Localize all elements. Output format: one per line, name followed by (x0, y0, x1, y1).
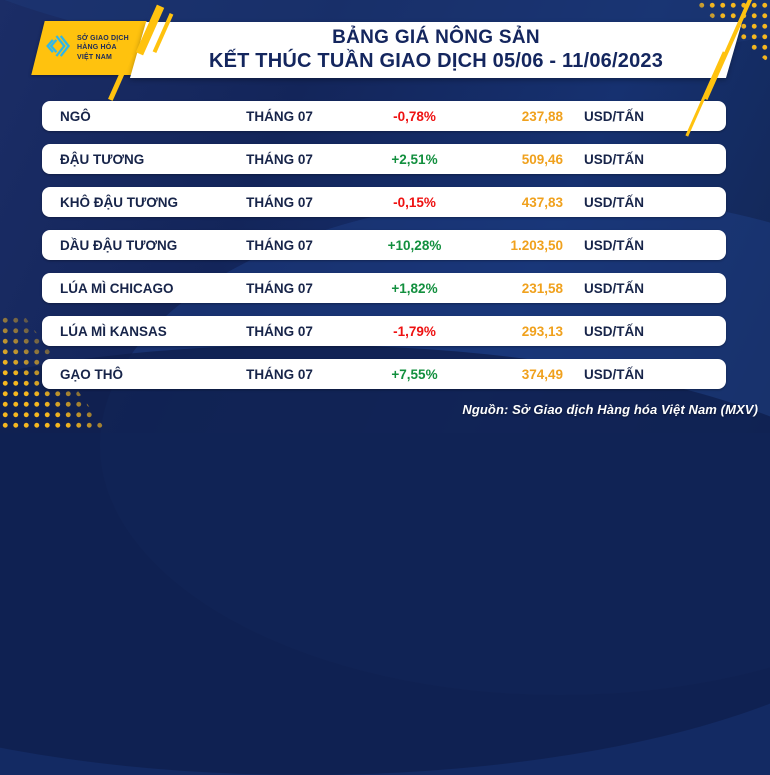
percent-change: +1,82% (391, 280, 438, 296)
logo-line-2: HÀNG HÓA (77, 44, 117, 52)
price-unit: USD/TẤN (584, 366, 644, 382)
percent-change: +2,51% (391, 151, 438, 167)
contract-month: THÁNG 07 (246, 280, 313, 296)
table-row: NGÔ THÁNG 07 -0,78% 237,88 USD/TẤN (42, 101, 726, 131)
percent-change: +10,28% (387, 237, 442, 253)
percent-change: -0,15% (393, 194, 436, 210)
percent-change: +7,55% (391, 366, 438, 382)
contract-month: THÁNG 07 (246, 237, 313, 253)
table-row: KHÔ ĐẬU TƯƠNG THÁNG 07 -0,15% 437,83 USD… (42, 187, 726, 217)
contract-month: THÁNG 07 (246, 366, 313, 382)
logo-line-1: SỞ GIAO DỊCH (77, 34, 129, 42)
mxv-logo-text: SỞ GIAO DỊCH HÀNG HÓA VIỆT NAM (77, 34, 129, 62)
percent-change: -0,78% (393, 108, 436, 124)
source-note: Nguồn: Sở Giao dịch Hàng hóa Việt Nam (M… (462, 402, 758, 417)
page-subtitle: KẾT THÚC TUẦN GIAO DỊCH 05/06 - 11/06/20… (208, 50, 664, 73)
table-row: DẦU ĐẬU TƯƠNG THÁNG 07 +10,28% 1.203,50 … (42, 230, 726, 260)
price-value: 437,83 (521, 194, 563, 210)
price-value: 231,58 (521, 280, 563, 296)
price-value: 293,13 (521, 323, 563, 339)
price-unit: USD/TẤN (584, 280, 644, 296)
price-unit: USD/TẤN (584, 194, 644, 210)
price-value: 1.203,50 (510, 237, 563, 253)
commodity-name: LÚA MÌ KANSAS (60, 323, 167, 339)
percent-change: -1,79% (393, 323, 436, 339)
commodity-name: GẠO THÔ (60, 366, 123, 382)
commodity-name: NGÔ (60, 108, 91, 124)
commodity-name: ĐẬU TƯƠNG (60, 151, 145, 167)
price-value: 509,46 (521, 151, 563, 167)
commodity-name: DẦU ĐẬU TƯƠNG (60, 237, 178, 253)
commodity-name: KHÔ ĐẬU TƯƠNG (60, 194, 178, 210)
commodity-name: LÚA MÌ CHICAGO (60, 280, 174, 296)
contract-month: THÁNG 07 (246, 323, 313, 339)
title-banner: BẢNG GIÁ NÔNG SẢN KẾT THÚC TUẦN GIAO DỊC… (129, 22, 743, 78)
table-row: GẠO THÔ THÁNG 07 +7,55% 374,49 USD/TẤN (42, 359, 726, 389)
mxv-logo: SỞ GIAO DỊCH HÀNG HÓA VIỆT NAM (31, 21, 147, 75)
price-table: NGÔ THÁNG 07 -0,78% 237,88 USD/TẤN ĐẬU T… (42, 101, 726, 402)
price-value: 374,49 (521, 366, 563, 382)
price-unit: USD/TẤN (584, 237, 644, 253)
price-unit: USD/TẤN (584, 151, 644, 167)
table-row: LÚA MÌ KANSAS THÁNG 07 -1,79% 293,13 USD… (42, 316, 726, 346)
price-unit: USD/TẤN (584, 108, 644, 124)
table-row: LÚA MÌ CHICAGO THÁNG 07 +1,82% 231,58 US… (42, 273, 726, 303)
logo-line-3: VIỆT NAM (77, 53, 113, 61)
mxv-chevrons-icon (45, 32, 73, 65)
contract-month: THÁNG 07 (246, 194, 313, 210)
price-unit: USD/TẤN (584, 323, 644, 339)
contract-month: THÁNG 07 (246, 151, 313, 167)
contract-month: THÁNG 07 (246, 108, 313, 124)
page-title: BẢNG GIÁ NÔNG SẢN (332, 26, 540, 48)
table-row: ĐẬU TƯƠNG THÁNG 07 +2,51% 509,46 USD/TẤN (42, 144, 726, 174)
price-value: 237,88 (521, 108, 563, 124)
